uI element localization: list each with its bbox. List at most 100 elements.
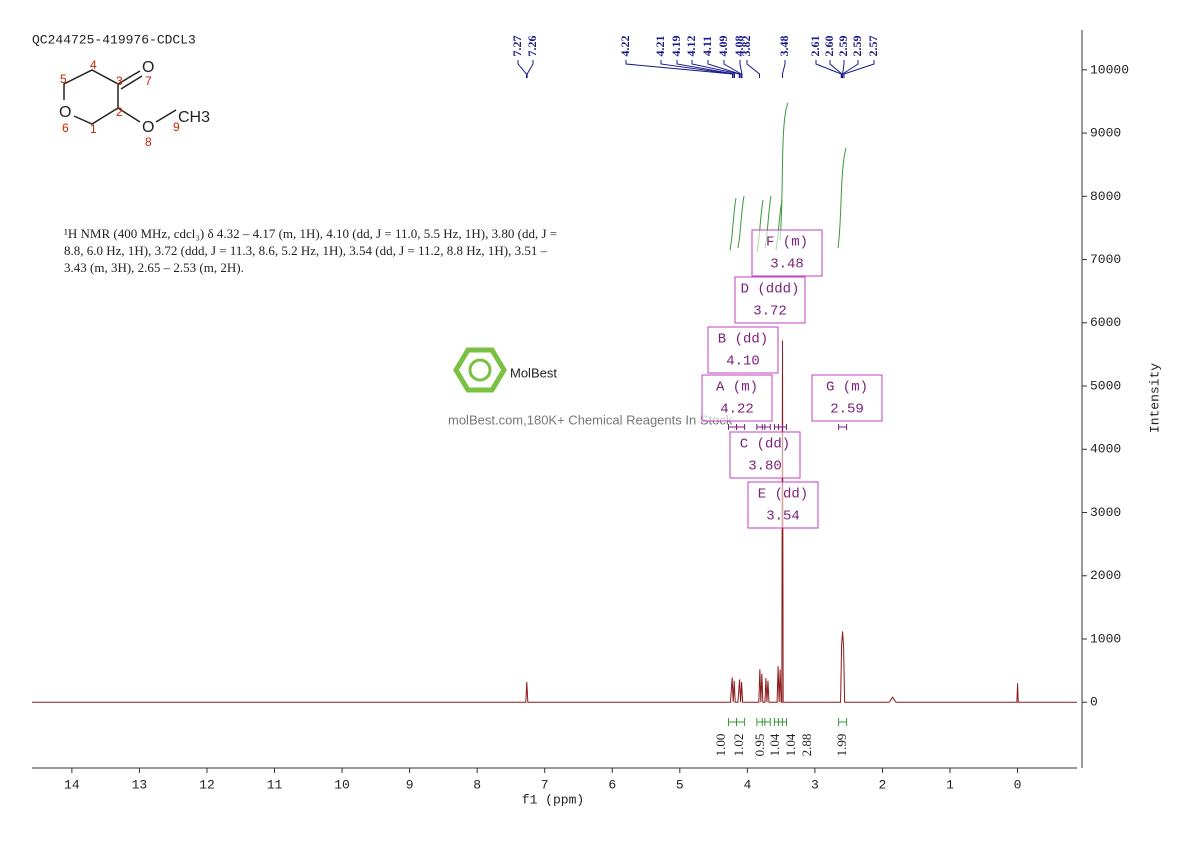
integral-label: 2.88	[799, 734, 814, 757]
chart-title: QC244725-419976-CDCL3	[32, 32, 196, 47]
integral-marker	[761, 718, 771, 726]
atom-number: 2	[116, 105, 123, 119]
y-tick-label: 1000	[1090, 631, 1121, 646]
peak-leader	[843, 60, 875, 78]
peak-leader	[526, 60, 534, 78]
description: ¹H NMR (400 MHz, cdcl₃) δ 4.32 – 4.17 (m…	[64, 226, 557, 241]
peak-label: 3.48	[777, 36, 791, 57]
peak-label: 2.59	[836, 36, 850, 57]
x-tick-label: 10	[334, 777, 350, 792]
x-tick-label: 6	[608, 777, 616, 792]
atom-number: 1	[90, 122, 97, 136]
peak-label: 7.27	[510, 36, 524, 57]
atom: O	[59, 104, 71, 121]
atom-number: 9	[173, 120, 180, 134]
multiplet-label: A (m)	[716, 380, 758, 396]
multiplet-box	[707, 326, 779, 374]
multiplet-marker	[736, 424, 746, 430]
integral-label: 1.99	[834, 734, 849, 757]
x-tick-label: 11	[267, 777, 283, 792]
watermark-tagline: molBest.com,180K+ Chemical Reagents In S…	[448, 412, 733, 427]
atom-number: 4	[90, 58, 97, 72]
y-tick-label: 3000	[1090, 505, 1121, 520]
x-tick-label: 4	[743, 777, 751, 792]
peak-label: 2.60	[822, 36, 836, 57]
x-tick-label: 3	[811, 777, 819, 792]
peak-leader	[707, 60, 741, 78]
integral-label: 1.00	[713, 734, 728, 757]
peak-leader	[815, 60, 842, 78]
y-tick-label: 4000	[1090, 442, 1121, 457]
description: 8.8, 6.0 Hz, 1H), 3.72 (ddd, J = 11.3, 8…	[64, 243, 548, 258]
peak-leader	[829, 60, 843, 78]
structure-bonds	[63, 69, 177, 125]
peak-label: 7.26	[525, 36, 539, 57]
x-tick-label: 14	[64, 777, 80, 792]
atom: O	[142, 59, 154, 76]
multiplet-marker	[777, 424, 787, 430]
peak-label: 2.57	[866, 36, 880, 57]
multiplet-label: B (dd)	[718, 332, 768, 348]
x-axis-label: f1 (ppm)	[522, 792, 584, 807]
peak-leader	[676, 60, 736, 78]
integral-label: 1.04	[767, 733, 782, 756]
peak-leader	[739, 60, 743, 78]
atom-number: 3	[116, 74, 123, 88]
integral-label: 0.95	[752, 734, 767, 757]
integral-label: 1.04	[783, 733, 798, 756]
x-tick-label: 2	[879, 777, 887, 792]
x-tick-label: 0	[1014, 777, 1022, 792]
x-tick-label: 9	[406, 777, 414, 792]
peak-label: 2.61	[808, 36, 822, 57]
watermark-brand: MolBest	[510, 365, 557, 380]
peak-label: 4.22	[618, 36, 632, 57]
spectrum	[32, 340, 1077, 703]
multiplet-marker	[838, 424, 848, 430]
multiplet-shift: 3.54	[766, 509, 800, 525]
multiplet-box	[729, 431, 801, 479]
peak-leader	[723, 60, 742, 78]
peak-leader	[625, 60, 733, 78]
multiplet-shift: 2.59	[830, 402, 864, 418]
peak-leader	[691, 60, 740, 78]
integral-marker	[777, 718, 787, 726]
x-tick-label: 7	[541, 777, 549, 792]
peak-leader	[746, 60, 761, 78]
multiplet-label: G (m)	[826, 380, 868, 396]
atom: CH3	[178, 109, 210, 126]
integral-marker	[838, 718, 848, 726]
multiplet-shift: 3.48	[770, 257, 804, 273]
y-tick-label: 10000	[1090, 62, 1129, 77]
peak-label: 2.59	[850, 36, 864, 57]
y-tick-label: 5000	[1090, 378, 1121, 393]
multiplet-label: C (dd)	[740, 437, 790, 453]
atom-number: 8	[145, 135, 152, 149]
atom-number: 5	[60, 72, 67, 86]
description: 3.43 (m, 3H), 2.65 – 2.53 (m, 2H).	[64, 260, 244, 275]
x-tick-label: 12	[199, 777, 215, 792]
multiplet-box	[751, 229, 823, 277]
peak-leader	[660, 60, 734, 78]
x-tick-label: 13	[132, 777, 148, 792]
multiplet-label: D (ddd)	[741, 282, 800, 298]
x-tick-label: 5	[676, 777, 684, 792]
y-tick-label: 8000	[1090, 189, 1121, 204]
peak-label: 4.19	[669, 36, 683, 57]
watermark-logo	[453, 347, 507, 393]
multiplet-shift: 3.72	[753, 304, 787, 320]
integral-marker	[736, 718, 746, 726]
multiplet-box	[701, 374, 773, 422]
peak-leader	[842, 60, 859, 78]
atom: O	[142, 119, 154, 136]
multiplet-box	[734, 276, 806, 324]
atom-number: 7	[145, 74, 152, 88]
atom-number: 6	[62, 121, 69, 135]
x-tick-label: 8	[473, 777, 481, 792]
peak-label: 4.12	[684, 36, 698, 57]
multiplet-box	[811, 374, 883, 422]
peak-label: 3.82	[739, 36, 753, 57]
peak-label: 4.08	[732, 36, 746, 57]
y-tick-label: 2000	[1090, 568, 1121, 583]
